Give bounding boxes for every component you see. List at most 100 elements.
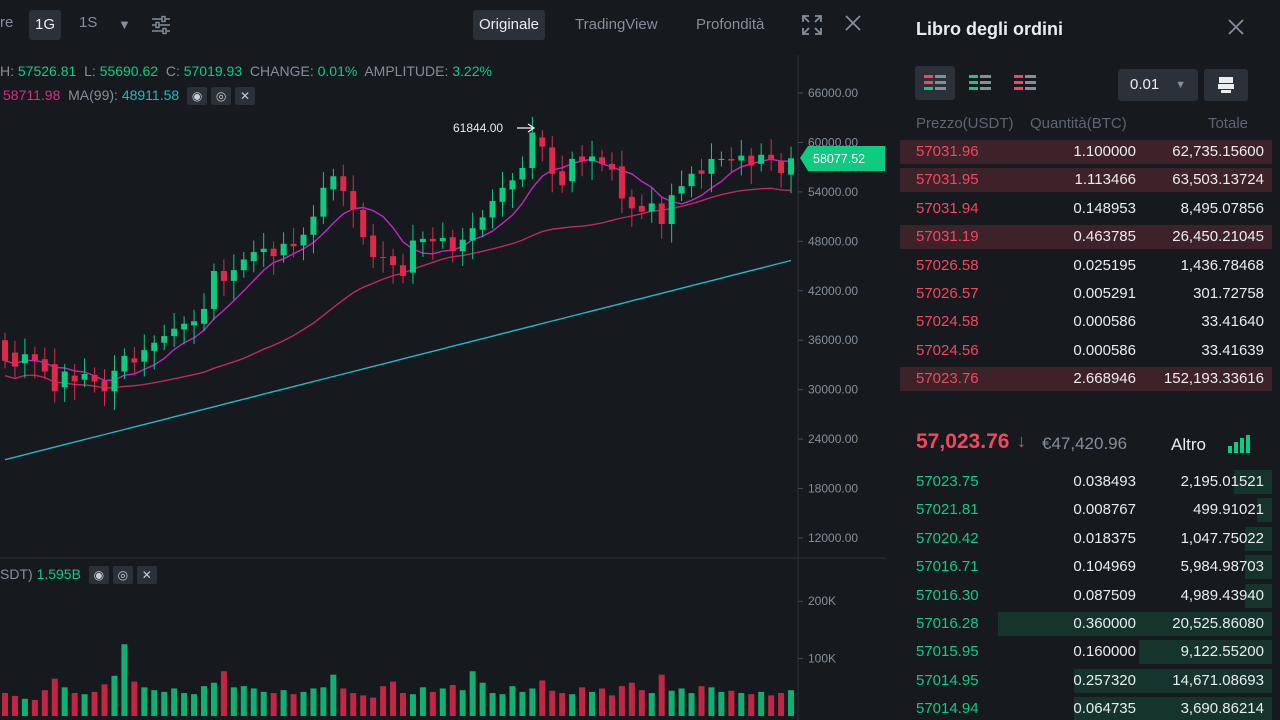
price-tick-label: 48000.00: [808, 234, 858, 248]
candle-body: [171, 328, 178, 337]
bid-row[interactable]: 57020.42 0.018375 1,047.75022: [892, 525, 1272, 553]
price-column-header: Prezzo(USDT): [916, 115, 1014, 132]
settings-sliders-icon[interactable]: [150, 14, 172, 41]
ask-row[interactable]: 57023.76 2.668946 152,193.33616: [892, 365, 1272, 393]
high-value: 57526.81: [17, 63, 77, 79]
bid-row[interactable]: 57014.95 0.257320 14,671.08693: [892, 667, 1272, 695]
close-icon[interactable]: [844, 14, 862, 37]
bid-row[interactable]: 57023.75 0.038493 2,195.01521: [892, 468, 1272, 496]
precision-select[interactable]: 0.01 ▼: [1118, 69, 1198, 101]
row-total: 26,450.21045: [1172, 228, 1264, 246]
bid-row[interactable]: 57014.94 0.064735 3,690.86214: [892, 695, 1272, 720]
close-icon[interactable]: [1227, 16, 1245, 42]
candle-body: [778, 160, 785, 173]
volume-bar: [678, 688, 685, 716]
ma-info-line: 58711.98 MA(99): 48911.58 ◉ ◎ ✕: [3, 87, 256, 106]
volume-bar: [270, 693, 277, 716]
price-tick-label: 30000.00: [808, 383, 858, 397]
volume-bar: [549, 690, 556, 716]
bid-row[interactable]: 57016.30 0.087509 4,989.43940: [892, 582, 1272, 610]
bid-row[interactable]: 57016.28 0.360000 20,525.86080: [892, 610, 1272, 638]
ask-row[interactable]: 57024.56 0.000586 33.41639: [892, 337, 1272, 365]
more-link[interactable]: Altro: [1171, 435, 1206, 454]
ma7-polyline: [4, 158, 792, 382]
volume-bar: [240, 686, 247, 716]
candle-body: [409, 240, 416, 273]
volume-bar: [151, 690, 158, 716]
volume-bar: [300, 691, 307, 716]
volume-bar: [668, 690, 675, 716]
close-indicator-icon[interactable]: ✕: [235, 87, 256, 106]
depth-bar: [1245, 526, 1272, 551]
interval-1d-button[interactable]: 1G: [29, 10, 61, 40]
signal-bars-icon[interactable]: [1228, 435, 1252, 453]
volume-bar: [618, 686, 625, 716]
row-price: 57014.94: [916, 700, 979, 718]
row-quantity: 0.000586: [1073, 341, 1136, 359]
volume-close-icon[interactable]: ✕: [136, 566, 157, 585]
candle-body: [668, 195, 675, 225]
row-quantity: 0.005291: [1073, 285, 1136, 302]
book-mode-bids-icon[interactable]: [960, 66, 1000, 100]
candlestick-chart[interactable]: 66000.00 60000.00 54000.00 48000.00 42000.00…: [0, 0, 886, 720]
candle-body: [758, 154, 765, 164]
chevron-down-icon[interactable]: ▼: [118, 17, 131, 32]
candle-body: [648, 203, 655, 212]
volume-bar: [41, 690, 48, 716]
view-original-tab[interactable]: Originale: [473, 10, 546, 40]
chart-toolbar: re 1G 1S ▼ Originale TradingView Profond…: [0, 0, 886, 52]
candle-body: [569, 158, 576, 182]
fullscreen-icon[interactable]: [801, 14, 823, 41]
volume-eye-icon[interactable]: ◉: [88, 566, 109, 585]
volume-bar: [479, 682, 486, 716]
view-tradingview-tab[interactable]: TradingView: [575, 16, 658, 33]
view-depth-tab[interactable]: Profondità: [696, 16, 765, 33]
ask-row[interactable]: 57031.94 0.148953 8,495.07856: [892, 195, 1272, 223]
depth-bar: [1245, 583, 1272, 608]
candle-body: [2, 340, 8, 361]
eye-icon[interactable]: ◉: [187, 87, 208, 106]
depth-bar: [1234, 470, 1272, 494]
ask-row[interactable]: 57031.95 1.113466 63,503.13724: [892, 166, 1272, 194]
settings-icon[interactable]: ◎: [211, 87, 232, 106]
candle-body: [738, 155, 745, 161]
candle-body: [330, 176, 337, 190]
volume-bar: [569, 694, 576, 716]
precision-value: 0.01: [1130, 76, 1160, 93]
volume-bar: [340, 688, 347, 716]
chevron-down-icon: ▼: [1175, 79, 1186, 91]
ma99-polyline: [4, 259, 792, 461]
interval-partial-label[interactable]: re: [0, 14, 14, 31]
bid-row[interactable]: 57021.81 0.008767 499.91021: [892, 496, 1272, 524]
interval-1w-button[interactable]: 1S: [79, 14, 98, 31]
volume-settings-icon[interactable]: ◎: [112, 566, 133, 585]
ask-row[interactable]: 57024.58 0.000586 33.41640: [892, 308, 1272, 336]
ask-row[interactable]: 57026.58 0.025195 1,436.78468: [892, 252, 1272, 280]
ask-row[interactable]: 57031.19 0.463785 26,450.21045: [892, 223, 1272, 251]
candle-body: [718, 158, 725, 160]
volume-bar: [559, 693, 566, 716]
row-price: 57023.76: [916, 370, 979, 388]
bid-row[interactable]: 57015.95 0.160000 9,122.55200: [892, 638, 1272, 666]
row-price: 57020.42: [916, 529, 979, 547]
volume-bar: [718, 691, 725, 716]
candle-body: [31, 354, 38, 360]
volume-bar: [708, 687, 715, 716]
change-value: 0.01%: [317, 63, 358, 79]
book-mode-both-icon[interactable]: [915, 66, 955, 100]
volume-bar: [141, 687, 148, 716]
book-mode-asks-icon[interactable]: [1005, 66, 1045, 100]
price-tick-label: 60000.00: [808, 135, 858, 149]
candle-body: [340, 176, 347, 192]
candle-body: [181, 323, 188, 330]
candle-body: [280, 243, 287, 256]
row-total: 5,984.98703: [1180, 558, 1264, 576]
volume-bar: [579, 687, 586, 716]
candle-body: [290, 243, 297, 247]
volume-bar: [320, 687, 327, 716]
layout-toggle-button[interactable]: [1204, 69, 1248, 101]
ask-row[interactable]: 57031.96 1.100000 62,735.15600: [892, 138, 1272, 166]
bid-row[interactable]: 57016.71 0.104969 5,984.98703: [892, 553, 1272, 581]
row-quantity: 0.160000: [1073, 643, 1136, 661]
ask-row[interactable]: 57026.57 0.005291 301.72758: [892, 280, 1272, 308]
